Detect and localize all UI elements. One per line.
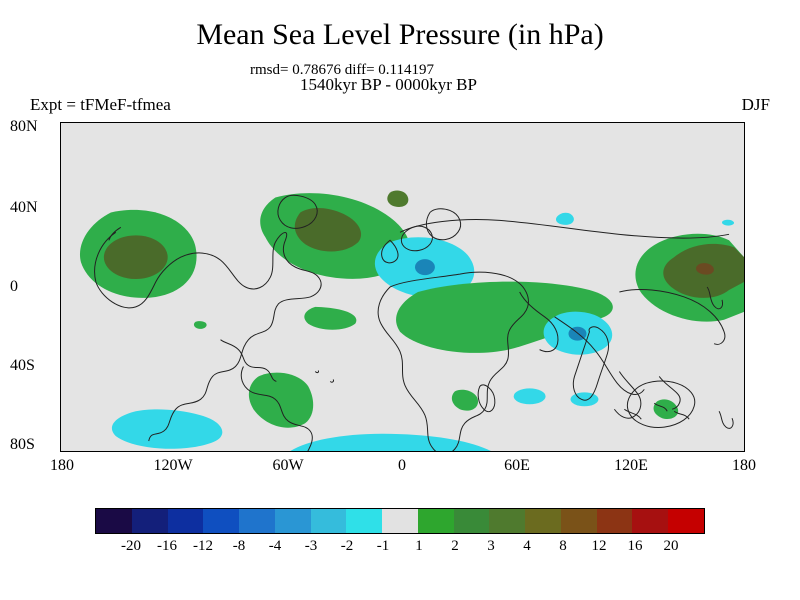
xtick-120W: 120W: [153, 457, 192, 475]
ytick-0: 0: [10, 278, 18, 296]
cb-seg-14: [597, 509, 633, 533]
cb-seg-6: [311, 509, 347, 533]
cb-seg-7: [346, 509, 382, 533]
cb-seg-13: [561, 509, 597, 533]
period-text: 1540kyr BP - 0000kyr BP: [300, 75, 477, 95]
colorbar-gradient: [95, 508, 705, 534]
xtick-60E: 60E: [504, 457, 530, 475]
cb-seg-2: [168, 509, 204, 533]
chart-title: Mean Sea Level Pressure (in hPa): [0, 18, 800, 52]
cb-label-2: -12: [193, 538, 213, 555]
xtick-180b: 180: [732, 457, 756, 475]
colorbar-widget: -20 -16 -12 -8 -4 -3 -2 -1 1 2 3 4 8 12 …: [95, 508, 705, 558]
cb-label-5: -3: [305, 538, 318, 555]
world-map-panel: [60, 122, 745, 452]
cb-seg-1: [132, 509, 168, 533]
cb-label-12: 8: [559, 538, 567, 555]
cb-seg-12: [525, 509, 561, 533]
ytick-80N: 80N: [10, 118, 38, 136]
ytick-80S: 80S: [10, 436, 35, 454]
cb-seg-5: [275, 509, 311, 533]
world-map-svg: [61, 123, 744, 451]
colorbar-tick-labels: -20 -16 -12 -8 -4 -3 -2 -1 1 2 3 4 8 12 …: [95, 538, 705, 558]
cb-label-15: 20: [664, 538, 679, 555]
xtick-120E: 120E: [614, 457, 648, 475]
cb-seg-3: [203, 509, 239, 533]
ytick-40S: 40S: [10, 357, 35, 375]
cb-label-10: 3: [487, 538, 495, 555]
season-label: DJF: [742, 95, 770, 115]
cb-seg-10: [454, 509, 490, 533]
cb-label-0: -20: [121, 538, 141, 555]
cb-label-3: -8: [233, 538, 246, 555]
cb-seg-15: [632, 509, 668, 533]
cb-seg-8: [382, 509, 418, 533]
cb-seg-0: [96, 509, 132, 533]
cb-label-7: -1: [377, 538, 390, 555]
cb-label-14: 16: [628, 538, 643, 555]
cb-seg-9: [418, 509, 454, 533]
xtick-0: 0: [398, 457, 406, 475]
cb-seg-4: [239, 509, 275, 533]
ytick-40N: 40N: [10, 199, 38, 217]
cb-label-1: -16: [157, 538, 177, 555]
expt-label: Expt = tFMeF-tfmea: [30, 95, 171, 115]
cb-label-6: -2: [341, 538, 354, 555]
cb-seg-16: [668, 509, 704, 533]
cb-label-9: 2: [451, 538, 459, 555]
cb-label-11: 4: [523, 538, 531, 555]
cb-label-4: -4: [269, 538, 282, 555]
cb-label-8: 1: [415, 538, 423, 555]
xtick-60W: 60W: [272, 457, 303, 475]
cb-label-13: 12: [592, 538, 607, 555]
xtick-180a: 180: [50, 457, 74, 475]
cb-seg-11: [489, 509, 525, 533]
